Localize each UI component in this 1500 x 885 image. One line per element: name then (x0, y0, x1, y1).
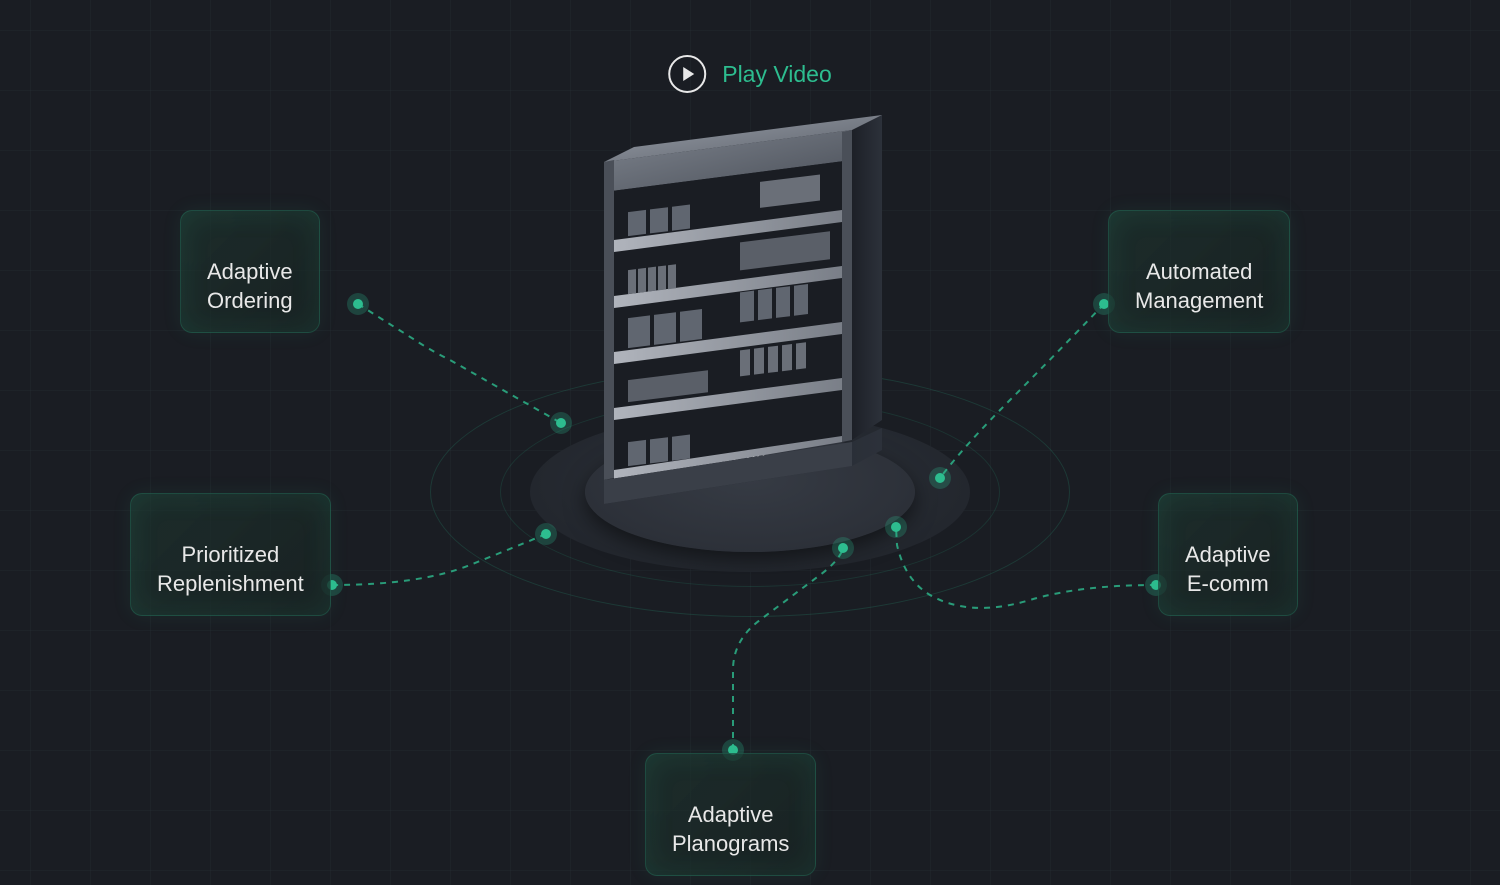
feature-automated-management[interactable]: Automated Management (1108, 210, 1290, 333)
feature-label: Automated Management (1135, 259, 1263, 314)
infographic-stage: Play Video FOCAL CAMERAS (0, 0, 1500, 885)
feature-adaptive-ordering[interactable]: Adaptive Ordering (180, 210, 320, 333)
feature-label: Adaptive Planograms (672, 802, 789, 857)
feature-adaptive-ecomm[interactable]: Adaptive E-comm (1158, 493, 1298, 616)
feature-prioritized-replenishment[interactable]: Prioritized Replenishment (130, 493, 331, 616)
shelf-illustration (580, 110, 920, 510)
play-video-label: Play Video (722, 61, 832, 88)
feature-label: Adaptive Ordering (207, 259, 293, 314)
feature-label: Adaptive E-comm (1185, 542, 1271, 597)
play-video-button[interactable]: Play Video (668, 55, 832, 93)
play-icon (668, 55, 706, 93)
feature-label: Prioritized Replenishment (157, 542, 304, 597)
feature-adaptive-planograms[interactable]: Adaptive Planograms (645, 753, 816, 876)
